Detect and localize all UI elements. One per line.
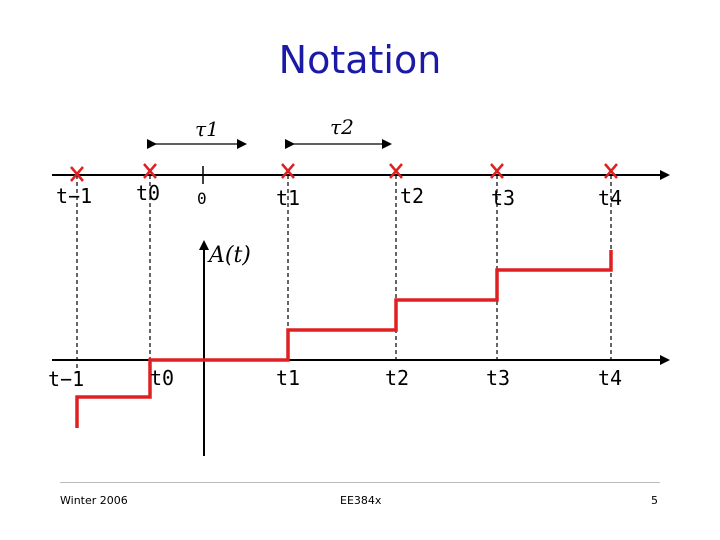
top-label-t4: t4 [598, 186, 622, 210]
footer-rule [60, 482, 660, 483]
arrival-mark [281, 163, 295, 179]
bottom-label-t0: t0 [150, 366, 174, 390]
step-function [75, 250, 613, 428]
arrival-mark [604, 163, 618, 179]
arrival-mark [143, 163, 157, 179]
tau2-interval: τ2 [285, 115, 392, 149]
origin-label: 0 [197, 189, 207, 208]
tau1-label: τ1 [195, 117, 219, 141]
top-label-t-1: t−1 [56, 184, 92, 208]
arrival-marks [70, 163, 618, 182]
top-label-t0: t0 [136, 181, 160, 205]
top-label-t2: t2 [400, 184, 424, 208]
function-label: A(t) [207, 243, 251, 268]
slide-title: Notation [278, 38, 442, 82]
notation-diagram: τ1 τ2 0 t−1 t0 t1 t2 t3 t4 A(t) [48, 115, 670, 456]
bottom-label-t3: t3 [486, 366, 510, 390]
slide-number: 5 [651, 494, 658, 507]
top-label-t3: t3 [491, 186, 515, 210]
bottom-label-t2: t2 [385, 366, 409, 390]
bottom-label-t-1: t−1 [48, 367, 84, 391]
arrival-mark [490, 163, 504, 179]
tau1-interval: τ1 [147, 117, 247, 149]
footer-course: EE384x [340, 494, 382, 507]
bottom-label-t1: t1 [276, 366, 300, 390]
footer-date: Winter 2006 [60, 494, 128, 507]
bottom-label-t4: t4 [598, 366, 622, 390]
top-label-t1: t1 [276, 186, 300, 210]
arrival-mark [70, 166, 84, 182]
tau2-label: τ2 [330, 115, 354, 139]
arrival-mark [389, 163, 403, 179]
